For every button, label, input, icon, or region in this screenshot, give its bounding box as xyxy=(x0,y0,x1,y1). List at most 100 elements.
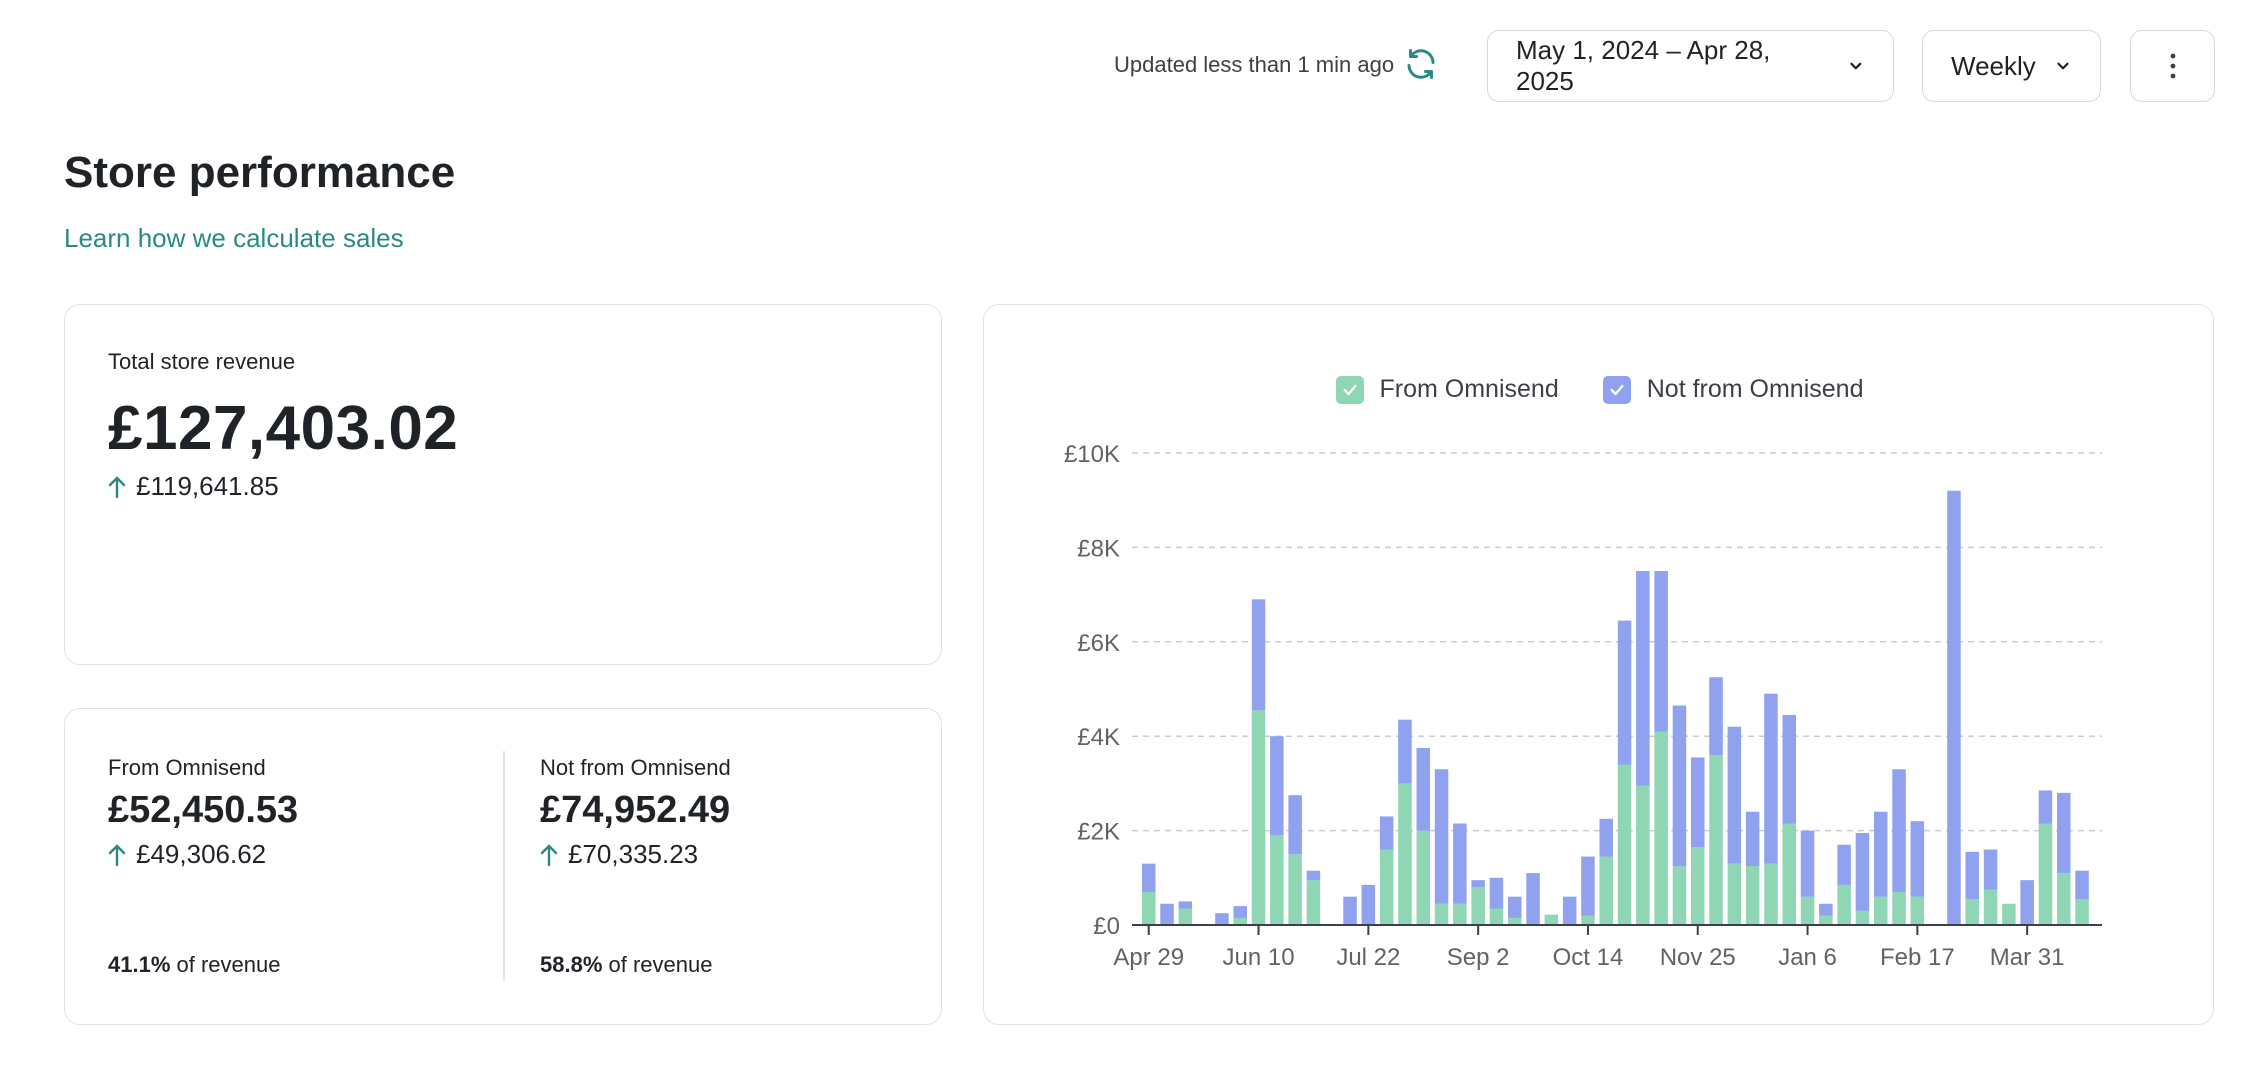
bar-not-from-omnisend xyxy=(1672,705,1687,866)
checkbox-checked-icon xyxy=(1335,375,1364,404)
legend-not-from-omnisend[interactable]: Not from Omnisend xyxy=(1602,375,1864,404)
bar-from-omnisend xyxy=(1471,887,1485,925)
bar-not-from-omnisend xyxy=(1251,599,1266,711)
x-tick-label: Mar 31 xyxy=(1990,944,2065,971)
bar-not-from-omnisend xyxy=(1654,571,1668,732)
bar-from-omnisend xyxy=(1764,863,1778,925)
bar-not-from-omnisend xyxy=(1745,811,1760,866)
arrow-up-icon xyxy=(108,476,126,498)
total-revenue-change: £119,641.85 xyxy=(108,471,279,502)
not-from-omnisend-value: £74,952.49 xyxy=(540,789,731,831)
not-from-omnisend-share-pct: 58.8% xyxy=(540,952,603,977)
bar-not-from-omnisend xyxy=(1910,821,1925,897)
revenue-split-card: From Omnisend £52,450.53 £49,306.62 41.1… xyxy=(64,708,942,1025)
bar-not-from-omnisend xyxy=(1764,693,1778,864)
x-tick-label: Oct 14 xyxy=(1553,944,1624,971)
bar-not-from-omnisend xyxy=(2038,790,2053,824)
legend-not-from-omnisend-label: Not from Omnisend xyxy=(1646,375,1864,403)
y-tick-label: £10K xyxy=(1064,441,1120,468)
bar-from-omnisend xyxy=(1178,908,1193,925)
learn-calculation-link[interactable]: Learn how we calculate sales xyxy=(64,223,404,253)
bar-from-omnisend xyxy=(1233,917,1247,925)
bar-not-from-omnisend xyxy=(1398,719,1412,784)
bar-from-omnisend xyxy=(1379,849,1394,925)
bar-from-omnisend xyxy=(1251,710,1266,925)
bar-not-from-omnisend xyxy=(1727,726,1742,864)
bar-not-from-omnisend xyxy=(1379,816,1394,850)
bar-from-omnisend xyxy=(1544,914,1559,925)
total-revenue-change-value: £119,641.85 xyxy=(136,471,279,501)
bar-from-omnisend xyxy=(1819,915,1833,925)
bar-from-omnisend xyxy=(2002,903,2016,925)
x-tick-label: Sep 2 xyxy=(1447,944,1510,971)
from-omnisend-share-suffix: of revenue xyxy=(176,952,281,977)
bar-not-from-omnisend xyxy=(1782,714,1796,824)
from-omnisend-change-value: £49,306.62 xyxy=(136,839,267,869)
not-from-omnisend-label: Not from Omnisend xyxy=(540,755,731,780)
split-divider xyxy=(503,751,505,981)
chart-legend: From Omnisend Not from Omnisend xyxy=(984,375,2215,404)
bar-from-omnisend xyxy=(1855,910,1870,925)
chevron-down-icon xyxy=(2057,62,2069,70)
bar-from-omnisend xyxy=(1782,823,1796,925)
bar-not-from-omnisend xyxy=(1837,844,1851,885)
from-omnisend-value: £52,450.53 xyxy=(108,789,299,831)
arrow-up-icon xyxy=(540,844,558,866)
bar-not-from-omnisend xyxy=(1892,769,1906,892)
top-bar: Updated less than 1 min ago May 1, 2024 … xyxy=(0,0,2250,130)
bar-from-omnisend xyxy=(1508,917,1522,925)
bar-not-from-omnisend xyxy=(1489,877,1504,909)
granularity-select[interactable]: Weekly xyxy=(1922,30,2101,102)
bar-from-omnisend xyxy=(1837,884,1851,925)
bar-from-omnisend xyxy=(1800,896,1815,925)
y-tick-label: £2K xyxy=(1077,819,1120,846)
bar-not-from-omnisend xyxy=(1160,903,1174,925)
not-from-omnisend-share: 58.8% of revenue xyxy=(540,952,712,978)
bar-from-omnisend xyxy=(1270,835,1284,925)
from-omnisend-share-pct: 41.1% xyxy=(108,952,171,977)
bar-from-omnisend xyxy=(1599,856,1613,925)
x-tick-label: Jan 6 xyxy=(1778,944,1837,971)
bar-from-omnisend xyxy=(1965,899,1979,925)
bar-not-from-omnisend xyxy=(1819,903,1833,916)
bar-from-omnisend xyxy=(1874,896,1888,925)
bar-from-omnisend xyxy=(1416,830,1430,925)
bar-not-from-omnisend xyxy=(1562,896,1577,925)
bar-not-from-omnisend xyxy=(1526,873,1540,925)
not-from-omnisend-change: £70,335.23 xyxy=(540,839,698,870)
refresh-icon[interactable] xyxy=(1403,46,1439,82)
bar-from-omnisend xyxy=(1691,847,1705,925)
not-from-omnisend-change-value: £70,335.23 xyxy=(568,839,699,869)
total-revenue-value: £127,403.02 xyxy=(108,394,459,463)
bar-from-omnisend xyxy=(2075,899,2089,925)
bar-not-from-omnisend xyxy=(1636,571,1650,786)
bar-from-omnisend xyxy=(1672,866,1687,925)
bar-from-omnisend xyxy=(1398,783,1412,925)
x-tick-label: Jul 22 xyxy=(1336,944,1400,971)
bar-not-from-omnisend xyxy=(1855,832,1870,911)
bar-from-omnisend xyxy=(1727,863,1742,925)
bar-not-from-omnisend xyxy=(1142,863,1156,892)
bar-from-omnisend xyxy=(1709,755,1723,925)
legend-from-omnisend[interactable]: From Omnisend xyxy=(1335,375,1559,404)
bar-not-from-omnisend xyxy=(1361,884,1376,925)
not-from-omnisend-share-suffix: of revenue xyxy=(608,952,713,977)
bar-not-from-omnisend xyxy=(1709,677,1723,756)
y-tick-label: £6K xyxy=(1077,630,1120,657)
last-updated-text: Updated less than 1 min ago xyxy=(1114,52,1395,77)
bar-from-omnisend xyxy=(1983,889,1998,925)
y-tick-label: £0 xyxy=(1093,913,1120,940)
more-options-button[interactable] xyxy=(2130,30,2215,102)
bar-from-omnisend xyxy=(1434,903,1449,925)
bar-not-from-omnisend xyxy=(1800,830,1815,897)
bar-from-omnisend xyxy=(1617,764,1632,925)
checkbox-checked-icon xyxy=(1602,375,1631,404)
date-range-select[interactable]: May 1, 2024 – Apr 28, 2025 xyxy=(1487,30,1894,102)
bar-from-omnisend xyxy=(1306,880,1321,925)
from-omnisend-label: From Omnisend xyxy=(108,755,266,780)
bar-not-from-omnisend xyxy=(1617,620,1632,765)
x-tick-label: Jun 10 xyxy=(1223,944,1295,971)
bar-not-from-omnisend xyxy=(1581,856,1595,916)
total-revenue-label: Total store revenue xyxy=(108,349,296,374)
bar-from-omnisend xyxy=(1288,854,1302,925)
